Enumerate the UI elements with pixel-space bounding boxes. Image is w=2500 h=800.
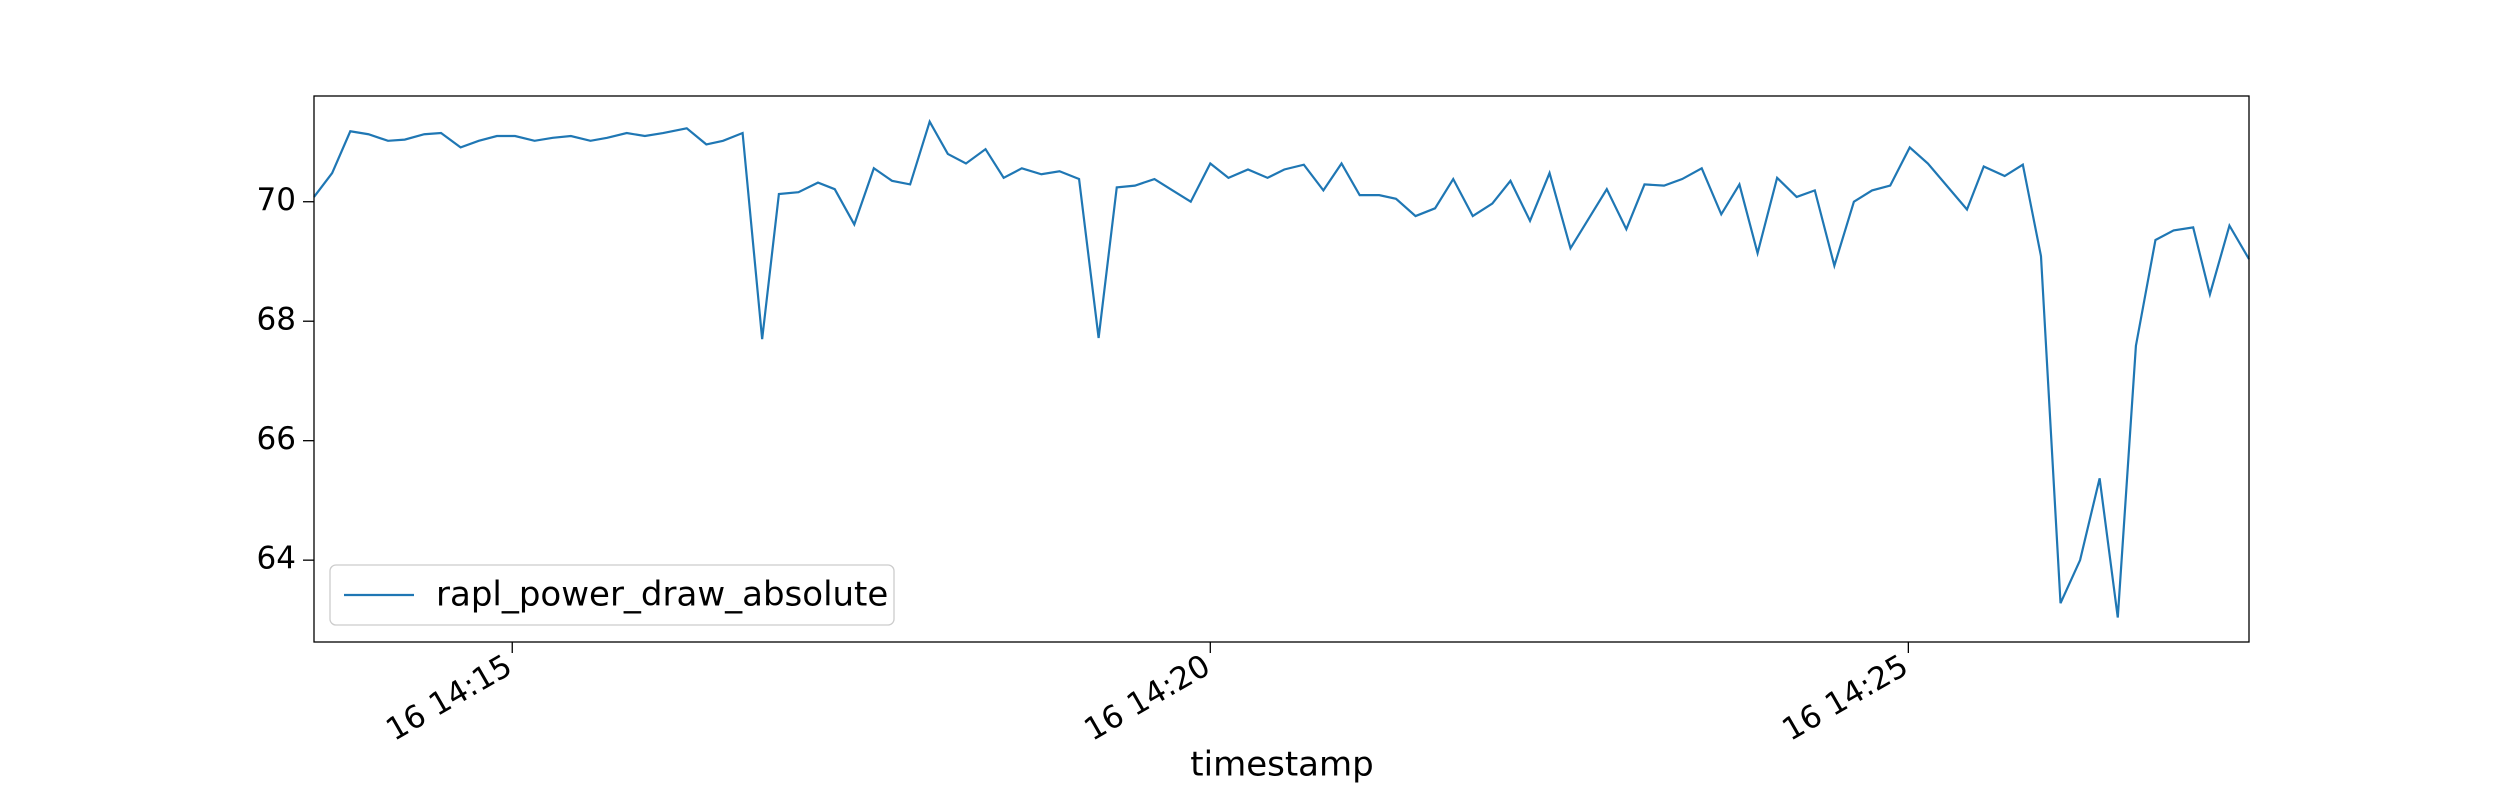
legend: rapl_power_draw_absolute — [329, 564, 895, 626]
x-tick-label: 16 14:20 — [1078, 648, 1216, 748]
y-tick-label: 64 — [257, 541, 296, 577]
x-tick-label: 16 14:25 — [1776, 648, 1914, 748]
y-tick-label: 66 — [257, 421, 296, 457]
plot-frame — [313, 95, 2250, 643]
legend-label: rapl_power_draw_absolute — [436, 575, 888, 615]
x-tick-label: 16 14:15 — [380, 648, 518, 748]
x-axis-label: timestamp — [1190, 745, 1373, 785]
legend-box — [329, 564, 895, 626]
y-tick-label: 70 — [257, 182, 296, 218]
y-tick-label: 68 — [257, 302, 296, 338]
data-line — [313, 118, 2250, 618]
